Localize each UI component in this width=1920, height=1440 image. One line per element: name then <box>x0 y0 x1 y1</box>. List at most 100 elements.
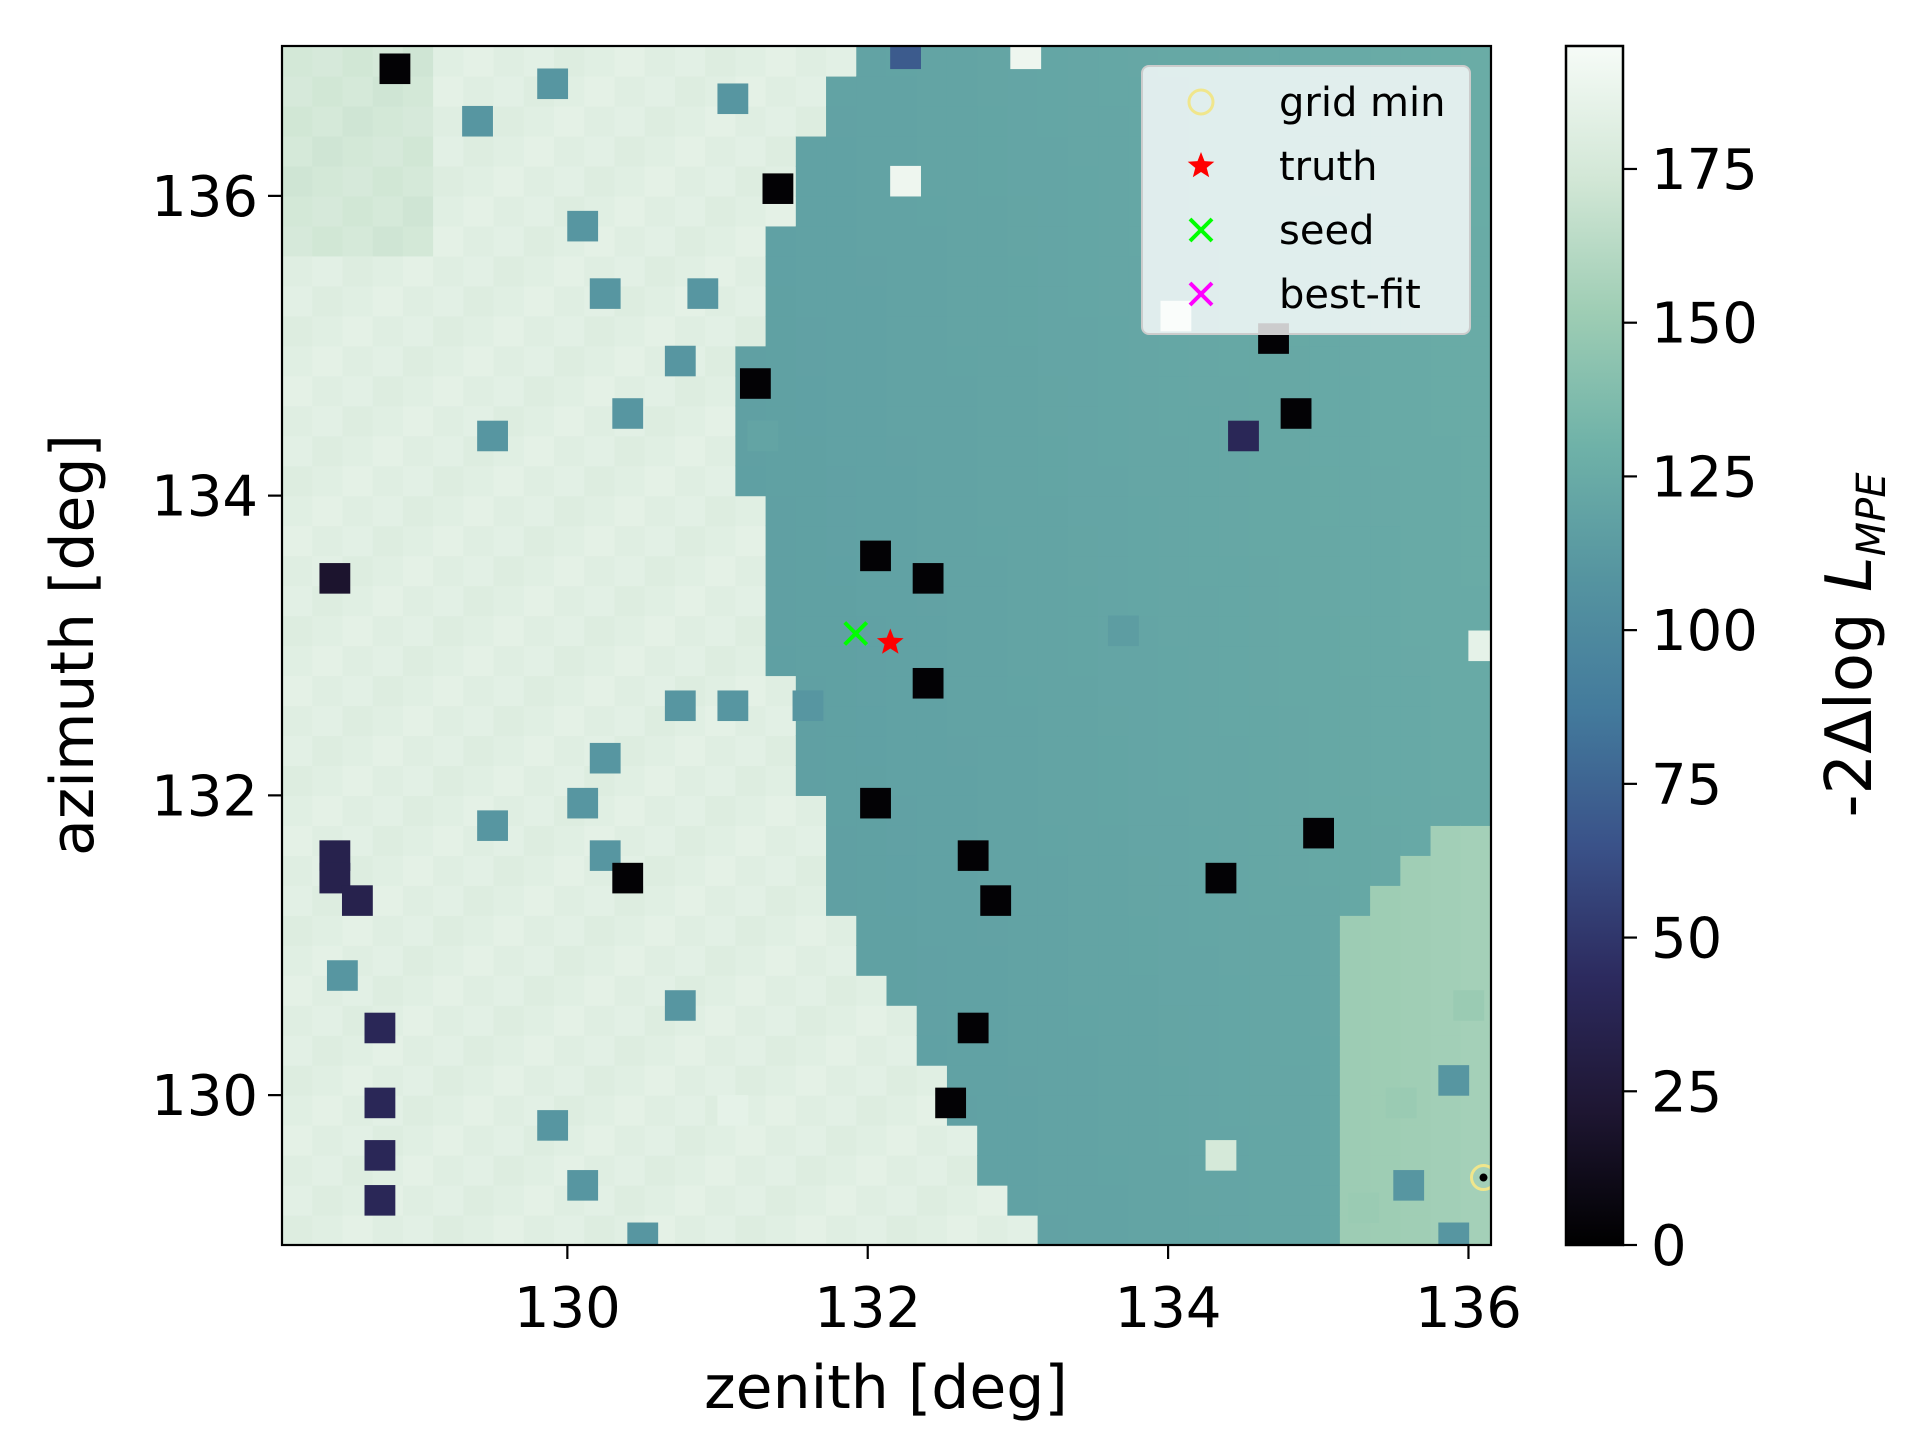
heatmap-cell <box>493 1155 525 1186</box>
heatmap-cell <box>282 795 313 826</box>
heatmap-cell <box>1339 465 1371 497</box>
x-axis-ticks: 130 132 134 136 <box>514 1245 1522 1341</box>
heatmap-cell <box>1279 615 1311 647</box>
heatmap-cell <box>1400 615 1432 647</box>
heatmap-cell <box>1067 975 1099 1006</box>
heatmap-cell <box>614 46 646 77</box>
heatmap-cell <box>1098 1005 1129 1036</box>
heatmap-cell <box>705 315 736 347</box>
heatmap-cell <box>1128 825 1160 856</box>
heatmap-cell <box>1249 915 1281 946</box>
heatmap-cell <box>946 46 978 77</box>
heatmap-cell <box>735 915 767 946</box>
heatmap-outlier-cell <box>364 1185 396 1216</box>
heatmap-cell <box>312 315 344 347</box>
heatmap-cell <box>1067 255 1099 287</box>
heatmap-cell <box>1067 375 1099 407</box>
heatmap-cell <box>312 75 344 107</box>
heatmap-cell <box>1279 915 1311 946</box>
heatmap-cell <box>1309 525 1341 557</box>
colorbar-tick-label: 50 <box>1651 907 1722 972</box>
heatmap-cell <box>916 165 948 197</box>
heatmap-cell <box>674 585 706 617</box>
heatmap-cell <box>554 435 585 467</box>
heatmap-cell <box>765 885 797 916</box>
heatmap-cell <box>1098 705 1129 737</box>
heatmap-cell <box>735 495 767 527</box>
heatmap-cell <box>463 1215 495 1245</box>
heatmap-cell <box>886 1035 918 1066</box>
heatmap-cell <box>1370 375 1401 407</box>
heatmap-cell <box>795 46 827 77</box>
heatmap-cell <box>1067 585 1099 617</box>
heatmap-outlier-cell <box>319 563 351 594</box>
heatmap-cell <box>977 165 1008 197</box>
heatmap-cell <box>1430 555 1462 587</box>
heatmap-cell <box>463 46 495 77</box>
heatmap-cell <box>282 555 313 587</box>
heatmap-cell <box>372 435 404 467</box>
heatmap-cell <box>946 1125 978 1156</box>
heatmap-cell <box>1400 675 1432 707</box>
heatmap-cell <box>765 615 797 647</box>
heatmap-cell <box>705 525 736 557</box>
heatmap-cell <box>523 135 555 167</box>
heatmap-cell <box>1128 465 1160 497</box>
heatmap-cell <box>1007 315 1039 347</box>
heatmap-patch-cell <box>567 1170 599 1201</box>
heatmap-cell <box>584 1125 616 1156</box>
heatmap-cell <box>282 375 313 407</box>
heatmap-cell <box>493 945 525 976</box>
heatmap-cell <box>826 1155 857 1186</box>
heatmap-cell <box>433 285 464 317</box>
heatmap-cell <box>886 765 918 796</box>
heatmap-cell <box>705 405 736 437</box>
y-tick-label: 130 <box>151 1064 258 1129</box>
heatmap-cell <box>402 1215 434 1245</box>
heatmap-cell <box>886 435 918 467</box>
heatmap-cell <box>765 645 797 677</box>
heatmap-cell <box>1128 1005 1160 1036</box>
heatmap-cell <box>1007 1125 1039 1156</box>
heatmap-cell <box>644 195 676 227</box>
heatmap-cell <box>886 675 918 707</box>
heatmap-cell <box>856 255 888 287</box>
heatmap-cell <box>674 1065 706 1096</box>
heatmap-cell <box>1037 855 1069 886</box>
heatmap-cell <box>644 465 676 497</box>
heatmap-cell <box>826 585 857 617</box>
heatmap-cell <box>312 345 344 377</box>
heatmap-cell <box>886 855 918 886</box>
heatmap-cell <box>826 285 857 317</box>
heatmap-cell <box>977 435 1008 467</box>
heatmap-cell <box>765 495 797 527</box>
heatmap-cell <box>282 135 313 167</box>
heatmap-cell <box>1037 1035 1069 1066</box>
heatmap-cell <box>735 615 767 647</box>
heatmap-cell <box>644 915 676 946</box>
heatmap-cell <box>1188 765 1220 796</box>
heatmap-cell <box>493 1125 525 1156</box>
heatmap-cell <box>282 585 313 617</box>
heatmap-cell <box>977 1125 1008 1156</box>
heatmap-cell <box>705 555 736 587</box>
heatmap-cell <box>1128 585 1160 617</box>
heatmap-cell <box>1037 285 1069 317</box>
heatmap-cell <box>886 135 918 167</box>
heatmap-cell <box>977 975 1008 1006</box>
colorbar-tick-label: 100 <box>1651 599 1758 664</box>
heatmap-cell <box>372 585 404 617</box>
heatmap-cell <box>795 855 827 886</box>
heatmap-cell <box>1430 945 1462 976</box>
heatmap-cell <box>1188 1185 1220 1216</box>
heatmap-cell <box>1037 945 1069 976</box>
heatmap-cell <box>826 555 857 587</box>
heatmap-cell <box>523 615 555 647</box>
heatmap-cell <box>886 465 918 497</box>
heatmap-cell <box>554 915 585 946</box>
heatmap-cell <box>1158 1185 1190 1216</box>
heatmap-cell <box>1098 46 1129 77</box>
heatmap-cell <box>1098 915 1129 946</box>
heatmap-cell <box>433 615 464 647</box>
heatmap-cell <box>735 465 767 497</box>
